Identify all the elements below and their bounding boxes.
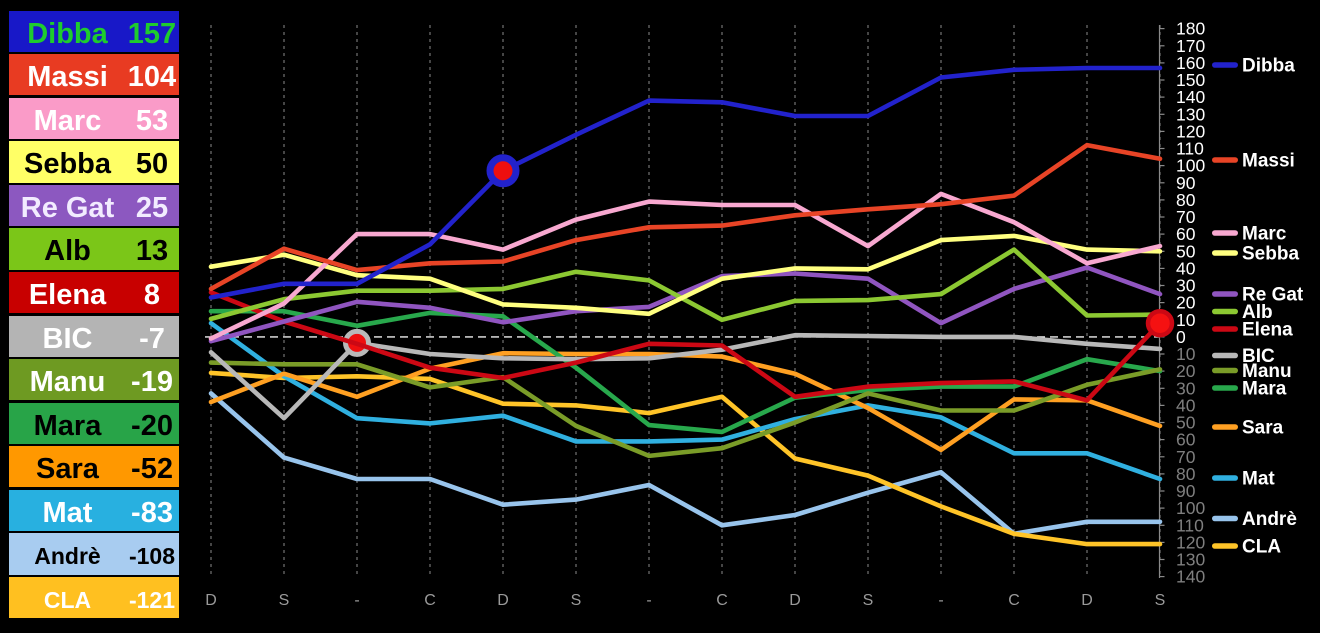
svg-text:Massi: Massi — [1242, 151, 1295, 172]
svg-text:Dibba: Dibba — [1242, 56, 1295, 77]
svg-text:60: 60 — [1176, 224, 1196, 244]
svg-text:-: - — [354, 592, 359, 609]
svg-text:100: 100 — [1176, 498, 1205, 518]
svg-text:130: 130 — [1176, 550, 1205, 570]
svg-text:Mara: Mara — [1242, 379, 1287, 400]
svg-text:70: 70 — [1176, 207, 1196, 227]
svg-text:CLA: CLA — [1242, 537, 1281, 558]
svg-text:Manu: Manu — [1242, 361, 1292, 382]
svg-text:60: 60 — [1176, 430, 1196, 450]
svg-text:S: S — [1155, 592, 1166, 609]
svg-text:Andrè: Andrè — [1242, 509, 1297, 530]
svg-text:110: 110 — [1176, 139, 1204, 159]
svg-text:50: 50 — [1176, 413, 1196, 433]
svg-text:170: 170 — [1176, 36, 1205, 56]
svg-text:30: 30 — [1176, 276, 1196, 296]
svg-text:Sara: Sara — [1242, 418, 1284, 439]
svg-text:C: C — [716, 592, 728, 609]
svg-text:Alb: Alb — [1242, 302, 1273, 323]
svg-text:Elena: Elena — [1242, 320, 1293, 341]
svg-text:150: 150 — [1176, 70, 1205, 90]
svg-text:100: 100 — [1176, 156, 1205, 176]
svg-text:40: 40 — [1176, 395, 1196, 415]
svg-text:110: 110 — [1176, 515, 1204, 535]
svg-text:D: D — [1081, 592, 1093, 609]
svg-text:20: 20 — [1176, 361, 1196, 381]
svg-text:0: 0 — [1176, 327, 1186, 347]
svg-text:-: - — [646, 592, 651, 609]
svg-text:S: S — [863, 592, 874, 609]
svg-text:140: 140 — [1176, 567, 1205, 587]
svg-text:20: 20 — [1176, 293, 1196, 313]
svg-text:40: 40 — [1176, 258, 1196, 278]
svg-text:180: 180 — [1176, 19, 1205, 39]
svg-text:80: 80 — [1176, 190, 1196, 210]
svg-text:90: 90 — [1176, 173, 1196, 193]
svg-text:-: - — [938, 592, 943, 609]
svg-text:S: S — [279, 592, 290, 609]
svg-text:130: 130 — [1176, 104, 1205, 124]
svg-text:D: D — [205, 592, 217, 609]
svg-text:D: D — [789, 592, 801, 609]
svg-text:Sebba: Sebba — [1242, 244, 1299, 265]
svg-text:Mat: Mat — [1242, 469, 1275, 490]
svg-text:80: 80 — [1176, 464, 1196, 484]
svg-text:50: 50 — [1176, 241, 1196, 261]
svg-text:30: 30 — [1176, 378, 1196, 398]
svg-text:140: 140 — [1176, 87, 1205, 107]
svg-text:90: 90 — [1176, 481, 1196, 501]
svg-text:160: 160 — [1176, 53, 1205, 73]
svg-text:120: 120 — [1176, 121, 1205, 141]
svg-text:S: S — [571, 592, 582, 609]
svg-text:70: 70 — [1176, 447, 1196, 467]
svg-text:C: C — [1008, 592, 1020, 609]
svg-text:D: D — [497, 592, 509, 609]
svg-text:C: C — [424, 592, 436, 609]
svg-text:Re Gat: Re Gat — [1242, 285, 1304, 306]
svg-text:120: 120 — [1176, 532, 1205, 552]
svg-text:10: 10 — [1176, 310, 1196, 330]
svg-text:Marc: Marc — [1242, 224, 1287, 245]
svg-text:10: 10 — [1176, 344, 1196, 364]
svg-text:BIC: BIC — [1242, 346, 1275, 367]
